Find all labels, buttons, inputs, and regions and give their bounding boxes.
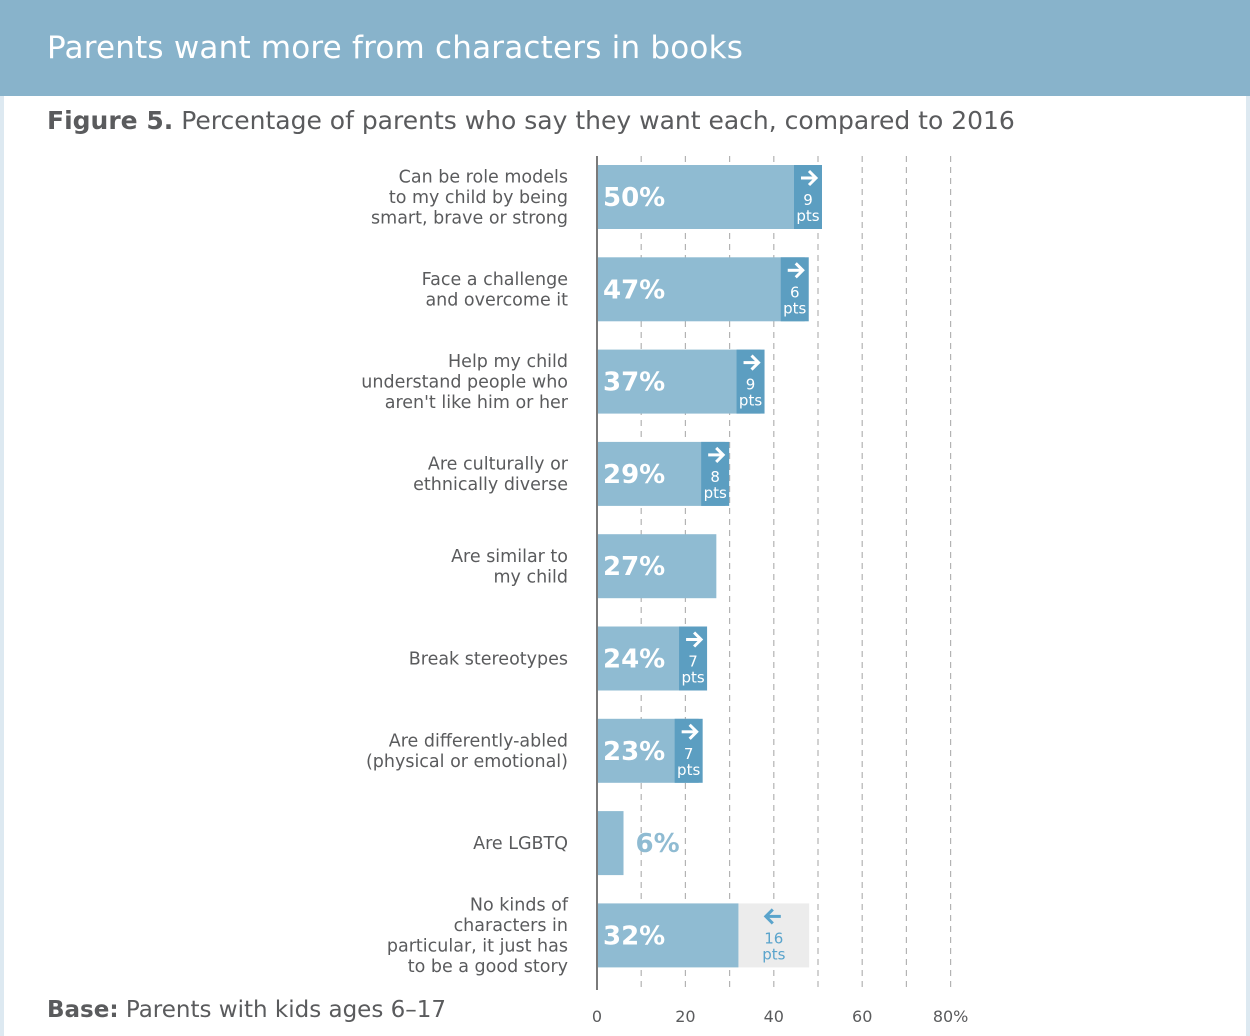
bar-value-label: 47% [603,275,665,305]
left-border [0,96,4,1036]
category-label-line: to my child by being [389,188,568,208]
bar-value-label: 32% [603,921,665,951]
change-segment [674,718,703,783]
category-label-line: Are differently-abled [389,732,568,752]
x-tick-label: 20 [675,1007,695,1026]
arrow-head [750,354,761,371]
change-segment [679,626,708,691]
change-value: 16 [764,929,783,947]
category-label: Face a challenge and overcome it [422,270,568,311]
category-label: Are LGBTQ [473,834,568,854]
change-value: 9 [803,191,813,209]
header-banner: Parents want more from characters in boo… [0,0,1250,96]
bar [597,903,739,968]
category-label-line: Help my child [448,352,568,372]
category-label: Are similar to my child [451,547,568,588]
arrow-head [794,262,805,279]
bar [597,165,818,229]
change-value: 8 [710,468,720,486]
category-label-line: and overcome it [425,291,568,311]
change-value: 6 [790,283,800,301]
arrow-head [807,169,819,187]
bar-value-label: 29% [603,460,665,490]
arrow-head [688,723,699,740]
figure-caption: Percentage of parents who say they want … [181,106,1015,135]
figure-subtitle: Figure 5. Percentage of parents who say … [47,106,1015,135]
change-unit: pts [783,299,806,317]
base-label: Base: [47,997,119,1023]
category-label-line: Are LGBTQ [473,834,568,854]
bar-value-label: 6% [636,829,680,859]
category-label-line: Are culturally or [428,455,569,475]
page-title: Parents want more from characters in boo… [47,30,744,66]
base-text: Parents with kids ages 6–17 [125,997,447,1023]
category-label-line: my child [493,567,568,587]
category-label-line: characters in [454,916,568,936]
bar-value-label: 24% [603,645,665,675]
category-label-line: ethnically diverse [413,475,568,495]
bar-value-label: 37% [603,368,665,398]
category-label-line: smart, brave or strong [371,209,568,229]
change-value: 9 [746,376,756,394]
change-unit: pts [677,761,700,779]
bar [597,349,761,414]
bar-value-label: 50% [603,183,665,213]
category-label-line: to be a good story [408,957,568,977]
bar [597,257,805,322]
change-segment [701,441,730,506]
figure-number: Figure 5. [47,106,174,135]
bar-value-label: 27% [603,552,665,582]
category-label-line: Can be role models [399,168,568,188]
change-value: 7 [684,745,694,763]
category-label-line: No kinds of [470,896,569,916]
category-label-line: aren't like him or her [385,393,569,413]
change-value: 7 [688,653,698,671]
bar-value-label: 23% [603,737,665,767]
category-label-line: Are similar to [451,547,568,567]
change-unit: pts [762,945,785,963]
x-tick-label: 80% [933,1007,969,1026]
category-label-line: understand people who [361,373,568,393]
category-label: No kinds of characters in particular, it j… [387,896,569,978]
right-border [1246,96,1250,1036]
arrow-head [715,446,726,463]
category-label: Can be role models to my child by being sm… [371,168,568,229]
change-segment [736,349,765,414]
arrow-head [693,631,704,648]
arrow-head [763,908,774,925]
x-tick-label: 40 [764,1007,784,1026]
category-label-line: Break stereotypes [409,650,568,670]
change-unit: pts [739,392,762,410]
bar [597,534,717,599]
change-segment [794,165,822,229]
change-unit: pts [704,484,727,502]
bar [597,811,624,876]
x-tick-label: 0 [592,1007,602,1026]
change-segment [780,257,809,322]
change-2016-segment [738,903,810,968]
category-label-line: particular, it just has [387,937,568,957]
category-label: Are culturally or ethnically diverse [413,455,569,496]
category-label: Break stereotypes [409,650,568,670]
change-unit: pts [681,669,704,687]
x-tick-label: 60 [852,1007,872,1026]
base-note: Base: Parents with kids ages 6–17 [47,997,446,1023]
category-label-line: (physical or emotional) [366,752,568,772]
change-unit: pts [796,207,819,225]
category-label: Help my child understand people who aren't… [361,352,569,413]
category-label-line: Face a challenge [422,270,568,290]
category-label: Are differently-abled (physical or emotio… [366,732,568,773]
